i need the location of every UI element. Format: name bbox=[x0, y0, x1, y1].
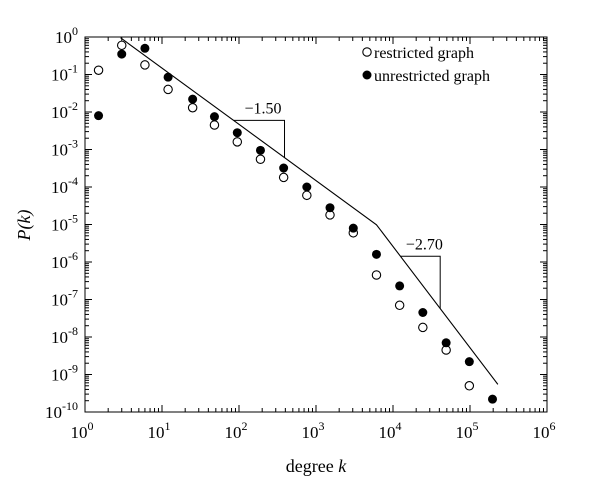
y-tick-label: 10-5 bbox=[51, 212, 78, 235]
x-tick-label: 105 bbox=[456, 419, 479, 442]
legend-marker-unrestricted bbox=[362, 70, 372, 80]
axis-tick-labels: 100 101 102 103 104 105 106 100 10-1 10-2 10-3 10-4… bbox=[45, 24, 556, 442]
legend-marker-restricted bbox=[362, 47, 372, 57]
restricted-point bbox=[371, 270, 382, 280]
legend-label-restricted: restricted graph bbox=[374, 45, 474, 62]
restricted-point bbox=[255, 154, 266, 164]
data-points bbox=[93, 40, 498, 404]
fit-line-group bbox=[120, 37, 499, 385]
x-tick-label: 104 bbox=[379, 419, 402, 442]
unrestricted-point bbox=[163, 72, 173, 82]
x-tick-label: 103 bbox=[302, 419, 325, 442]
unrestricted-point bbox=[395, 281, 405, 291]
unrestricted-point bbox=[117, 49, 127, 59]
restricted-point bbox=[418, 322, 428, 333]
restricted-point bbox=[93, 65, 104, 75]
y-axis-title: P(k) bbox=[14, 210, 35, 242]
restricted-point bbox=[464, 381, 475, 391]
unrestricted-point bbox=[488, 394, 498, 404]
y-tick-label: 10-9 bbox=[51, 362, 78, 385]
restricted-point bbox=[278, 172, 289, 183]
slope-annotations: −1.50 −2.70 bbox=[233, 100, 443, 309]
restricted-point bbox=[394, 300, 405, 311]
x-tick-label: 106 bbox=[533, 419, 556, 442]
slope-label: −1.50 bbox=[245, 100, 282, 117]
restricted-point bbox=[232, 137, 243, 147]
fit-line bbox=[120, 37, 499, 385]
legend-label-unrestricted: unrestricted graph bbox=[374, 68, 490, 85]
unrestricted-point bbox=[302, 182, 312, 192]
legend: restricted graph unrestricted graph bbox=[362, 45, 490, 85]
plot-area-border bbox=[84, 36, 548, 413]
plot-frame bbox=[84, 36, 548, 413]
unrestricted-point bbox=[464, 357, 474, 367]
restricted-point bbox=[302, 190, 312, 201]
unrestricted-point bbox=[94, 111, 104, 121]
unrestricted-point bbox=[441, 338, 451, 348]
slope-triangle bbox=[233, 119, 286, 158]
unrestricted-point bbox=[188, 94, 198, 104]
unrestricted-point bbox=[348, 223, 358, 233]
unrestricted-point bbox=[255, 145, 265, 155]
x-axis-title: degree k bbox=[286, 456, 347, 476]
y-tick-label: 10-3 bbox=[51, 137, 78, 160]
x-tick-label: 100 bbox=[71, 419, 94, 442]
y-tick-label: 10-1 bbox=[51, 62, 78, 85]
unrestricted-point bbox=[418, 308, 428, 318]
restricted-point bbox=[116, 40, 127, 51]
y-tick-label: 10-8 bbox=[51, 324, 78, 347]
unrestricted-point bbox=[232, 128, 242, 138]
y-tick-label: 10-10 bbox=[45, 399, 78, 422]
unrestricted-point bbox=[371, 249, 381, 259]
y-tick-label: 10-7 bbox=[51, 287, 78, 310]
y-tick-label: 10-6 bbox=[51, 249, 78, 272]
unrestricted-point bbox=[325, 203, 335, 213]
unrestricted-point bbox=[140, 43, 150, 53]
restricted-point bbox=[187, 102, 198, 113]
y-tick-label: 100 bbox=[55, 24, 78, 47]
restricted-point bbox=[140, 60, 150, 70]
y-tick-label: 10-2 bbox=[51, 99, 78, 122]
x-tick-label: 102 bbox=[225, 419, 248, 442]
slope-label: −2.70 bbox=[406, 236, 443, 253]
restricted-point bbox=[209, 120, 220, 130]
y-tick-label: 10-4 bbox=[51, 174, 78, 197]
axis-ticks bbox=[84, 36, 548, 413]
restricted-point bbox=[163, 84, 173, 95]
unrestricted-point bbox=[209, 112, 219, 122]
slope-triangle bbox=[400, 255, 441, 309]
x-tick-label: 101 bbox=[148, 419, 171, 442]
unrestricted-point bbox=[279, 163, 289, 173]
